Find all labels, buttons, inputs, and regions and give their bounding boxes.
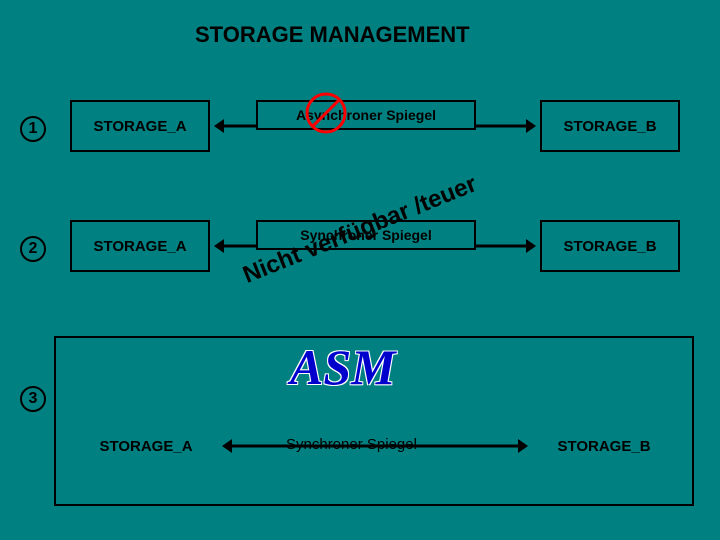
prohibit-icon xyxy=(304,91,348,135)
row3-label: Synchroner Spiegel xyxy=(286,436,417,453)
page-title: STORAGE MANAGEMENT xyxy=(195,22,470,48)
row3-badge: 3 xyxy=(20,386,46,412)
asm-heading: ASM xyxy=(290,338,396,396)
row1-label: Asynchroner Spiegel xyxy=(256,100,476,130)
